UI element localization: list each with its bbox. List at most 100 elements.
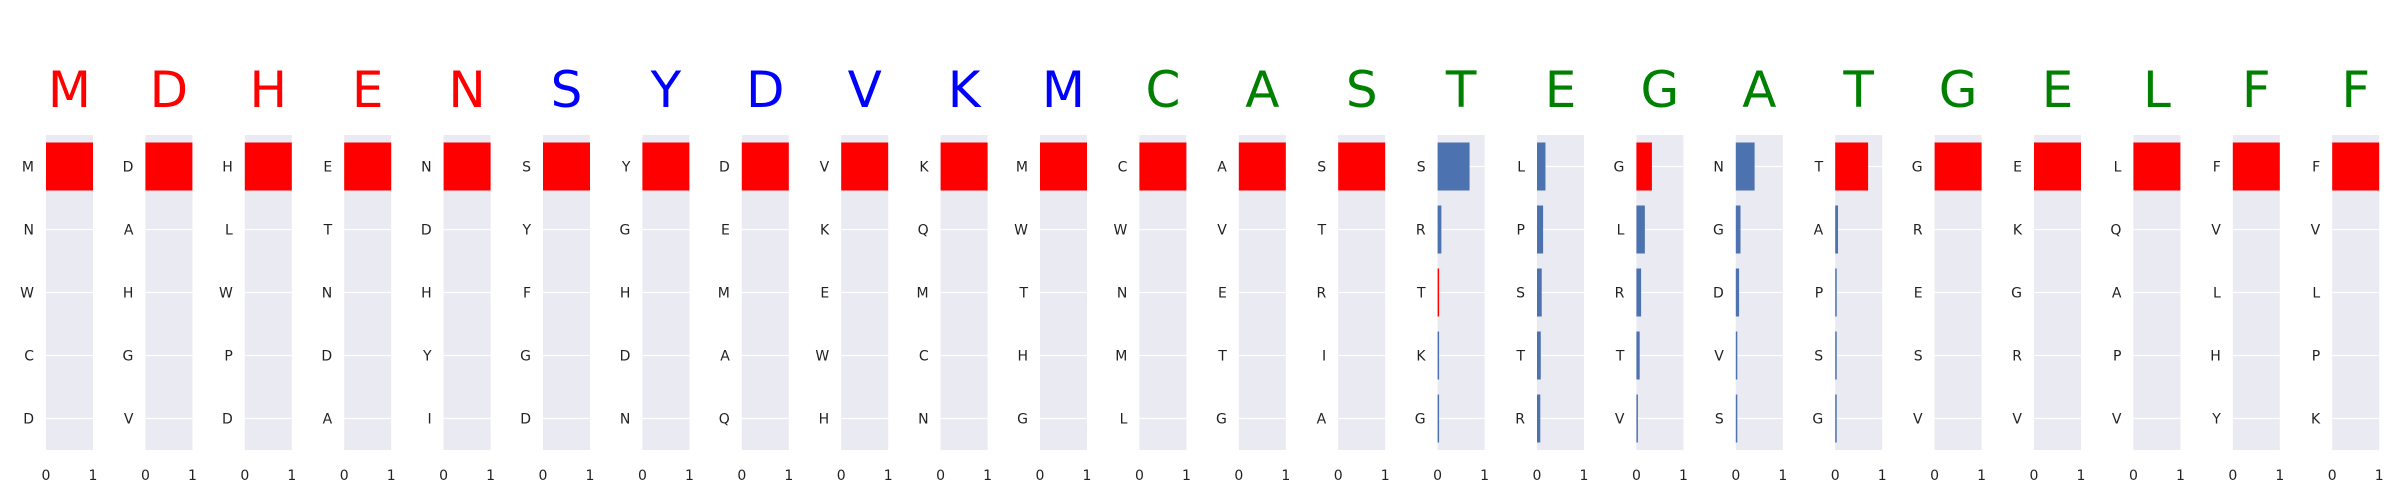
candidate-label: L [1517, 160, 1525, 176]
candidate-label: K [1416, 349, 1426, 365]
candidate-label: L [1617, 223, 1625, 239]
probability-bar [940, 142, 988, 191]
candidate-label: P [1517, 223, 1525, 239]
x-tick-label: 1 [1977, 468, 1986, 484]
candidate-label: I [1322, 349, 1326, 365]
position-panel: T T A P S G 0 1 [1812, 61, 1886, 484]
residue-label: E [1545, 61, 1577, 119]
candidate-label: P [1815, 286, 1823, 302]
position-panel: M M N W C D 0 1 [20, 61, 97, 484]
residue-label: F [2341, 61, 2370, 119]
candidate-label: S [1417, 160, 1426, 176]
candidate-label: G [123, 349, 134, 365]
candidate-label: N [322, 286, 332, 302]
candidate-label: Y [2211, 412, 2221, 428]
position-panel: E L P S T R 0 1 [1515, 61, 1588, 484]
candidate-label: N [24, 223, 34, 239]
x-tick-label: 1 [1778, 468, 1787, 484]
candidate-label: M [22, 160, 34, 176]
residue-label: Y [650, 61, 682, 119]
x-tick-label: 1 [387, 468, 396, 484]
candidate-label: A [124, 223, 134, 239]
x-tick-label: 0 [1731, 468, 1740, 484]
candidate-label: N [620, 412, 630, 428]
candidate-label: A [323, 412, 333, 428]
probability-bar [46, 142, 93, 191]
position-panel: F F V L H Y 0 1 [2210, 61, 2284, 484]
candidate-label: T [323, 223, 333, 239]
x-tick-label: 1 [2275, 468, 2284, 484]
candidate-label: S [1715, 412, 1724, 428]
probability-bar [1735, 268, 1740, 317]
candidate-label: N [918, 412, 928, 428]
candidate-label: R [1913, 223, 1923, 239]
candidate-label: G [520, 349, 531, 365]
candidate-label: E [1914, 286, 1923, 302]
candidate-label: T [1615, 349, 1625, 365]
probability-bar [1735, 142, 1755, 191]
candidate-label: R [1515, 412, 1525, 428]
candidate-label: T [1515, 349, 1525, 365]
x-tick-label: 1 [1679, 468, 1688, 484]
position-panel: G G R E S V 0 1 [1912, 61, 1986, 484]
residue-label: S [551, 61, 583, 119]
x-tick-label: 0 [1334, 468, 1343, 484]
candidate-label: V [1615, 412, 1625, 428]
x-tick-label: 1 [1182, 468, 1191, 484]
probability-bar [1735, 394, 1738, 443]
candidate-label: G [1415, 412, 1426, 428]
x-tick-label: 0 [240, 468, 249, 484]
position-panel: G G L R T V 0 1 [1614, 61, 1688, 484]
probability-bar [1537, 205, 1544, 254]
position-panel: A N G D V S 0 1 [1713, 61, 1787, 484]
candidate-label: K [2013, 223, 2023, 239]
position-panel: D D E M A Q 0 1 [718, 61, 794, 484]
candidate-label: K [2311, 412, 2321, 428]
candidate-label: Q [719, 412, 730, 428]
candidate-label: G [620, 223, 631, 239]
x-tick-label: 0 [1533, 468, 1542, 484]
candidate-label: V [2211, 223, 2221, 239]
candidate-label: E [1218, 286, 1227, 302]
x-tick-label: 1 [1281, 468, 1290, 484]
candidate-label: L [2114, 160, 2122, 176]
candidate-label: F [2312, 160, 2320, 176]
candidate-label: Q [2110, 223, 2121, 239]
residue-label: D [150, 61, 189, 119]
candidate-label: A [1814, 223, 1824, 239]
x-tick-label: 1 [2077, 468, 2086, 484]
candidate-label: T [1018, 286, 1028, 302]
candidate-label: A [2112, 286, 2122, 302]
candidate-label: V [1913, 412, 1923, 428]
residue-label: V [848, 61, 882, 119]
probability-bar [1835, 268, 1837, 317]
x-tick-label: 0 [1831, 468, 1840, 484]
candidate-label: I [427, 412, 431, 428]
candidate-label: W [219, 286, 233, 302]
x-tick-label: 0 [638, 468, 647, 484]
candidate-label: C [919, 349, 929, 365]
x-tick-label: 1 [586, 468, 595, 484]
residue-label: G [1641, 61, 1680, 119]
candidate-label: S [1914, 349, 1923, 365]
probability-bar [1835, 331, 1837, 380]
probability-bar [1437, 331, 1440, 380]
probability-bar [1139, 142, 1187, 191]
candidate-label: Y [422, 349, 432, 365]
probability-bar [1835, 142, 1869, 191]
probability-bar [244, 142, 292, 191]
candidate-label: H [819, 412, 830, 428]
candidate-label: D [1713, 286, 1724, 302]
candidate-label: H [2210, 349, 2221, 365]
candidate-label: R [1316, 286, 1326, 302]
residue-label: M [1042, 61, 1085, 119]
candidate-label: P [224, 349, 232, 365]
candidate-label: D [123, 160, 134, 176]
candidate-label: M [718, 286, 730, 302]
residue-label: G [1939, 61, 1978, 119]
x-tick-label: 1 [1878, 468, 1887, 484]
residue-label: L [2143, 61, 2171, 119]
residue-label: K [948, 61, 982, 119]
position-panel: H H L W P D 0 1 [219, 61, 296, 484]
